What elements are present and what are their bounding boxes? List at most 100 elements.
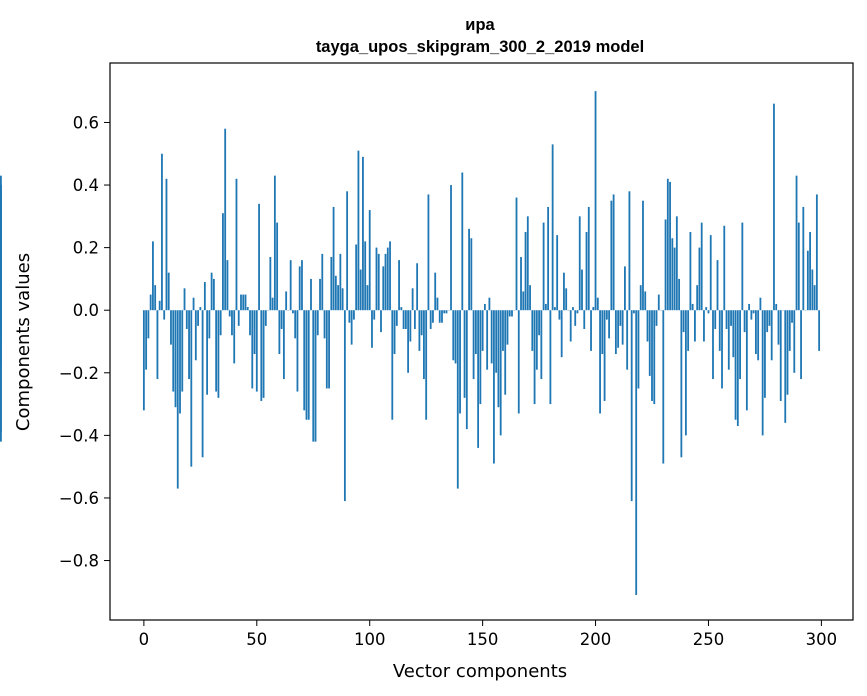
bar-component-223 (646, 310, 649, 342)
bar-component-246 (698, 247, 701, 311)
bar-component-18 (183, 288, 186, 311)
bar-component-190 (572, 307, 574, 311)
bar-component-273 (759, 297, 762, 311)
bar-component-86 (337, 285, 339, 311)
bar-component-156 (495, 310, 498, 373)
bar-component-27 (203, 282, 206, 311)
y-axis-label: Components values (13, 253, 34, 431)
bars-group (0, 91, 821, 595)
bar-component-199 (592, 307, 595, 311)
bar-component-238 (680, 310, 683, 458)
x-tick-label: 150 (467, 630, 499, 649)
bar-component-43 (240, 294, 242, 311)
bar-component-83 (330, 257, 333, 311)
bar-component-24 (197, 310, 199, 326)
bar-component-133 (443, 310, 446, 314)
bar-component-158 (499, 310, 502, 436)
bar-component-131 (438, 310, 441, 323)
bar-component-109 (389, 241, 391, 311)
bar-component-165 (515, 197, 518, 311)
bar-component-200 (594, 91, 597, 311)
bar-component-210 (617, 310, 620, 348)
bar-component-141 (461, 172, 464, 311)
bar-component-134 (445, 310, 448, 314)
bar-component-232 (666, 178, 669, 311)
bar-component-6 (156, 310, 159, 380)
bar-component-30 (210, 272, 213, 311)
bar-component-202 (599, 310, 601, 414)
x-tick-label: 300 (806, 630, 838, 649)
bar-component-116 (404, 310, 407, 329)
bar-component-189 (569, 310, 572, 342)
bar-component-44 (242, 294, 245, 311)
bar-component-101 (371, 310, 373, 348)
bar-component-130 (436, 297, 439, 311)
bar-component-259 (727, 310, 730, 370)
bar-component-53 (262, 310, 265, 398)
bar-component-155 (493, 310, 495, 464)
bar-component-289 (795, 175, 798, 311)
chart-title: ира (465, 16, 495, 34)
bar-component-291 (800, 310, 802, 380)
y-tick-label: 0.0 (73, 301, 99, 320)
bar-component-251 (709, 235, 712, 311)
bar-component-146 (472, 310, 475, 380)
bar-component-216 (630, 310, 633, 502)
bar-component-201 (596, 297, 599, 311)
bar-component-93 (353, 310, 355, 320)
bar-component-159 (502, 310, 504, 351)
bar-component-25 (199, 307, 202, 311)
bar-component-128 (432, 310, 434, 323)
bar-component-222 (644, 291, 647, 311)
bar-component-181 (551, 144, 554, 311)
bar-component-13 (172, 310, 175, 392)
bar-component-151 (483, 303, 486, 311)
bar-component-274 (761, 310, 764, 436)
bar-component-297 (813, 285, 816, 311)
bar-component-94 (355, 244, 358, 311)
bar-component-50 (255, 310, 258, 392)
bar-component-178 (544, 303, 547, 311)
bar-component-214 (626, 310, 629, 370)
bar-component-84 (332, 206, 335, 311)
bar-component-104 (377, 253, 380, 311)
bar-component-278 (770, 310, 773, 361)
x-axis-label: Vector components (393, 661, 567, 682)
bar-component-98 (364, 241, 367, 311)
bar-component-286 (788, 310, 791, 351)
bar-component-127 (429, 310, 432, 329)
plot-frame (109, 62, 854, 621)
bar-component-260 (730, 310, 732, 326)
bar-component-266 (743, 310, 746, 333)
bar-component-167 (520, 257, 522, 311)
bar-component-37 (226, 260, 229, 311)
bar-component-49 (253, 310, 256, 355)
bar-component-234 (671, 238, 674, 311)
bar-component-168 (522, 291, 525, 311)
bar-component-123 (420, 310, 423, 336)
bar-component-269 (750, 310, 753, 320)
bar-component-290 (797, 222, 800, 311)
bar-component-227 (655, 310, 658, 326)
bar-component-258 (725, 310, 728, 329)
bar-component-211 (619, 310, 622, 326)
bar-component-undefined (0, 203, 2, 311)
bar-component-46 (246, 307, 249, 311)
bar-component-91 (348, 310, 351, 323)
bar-component-174 (535, 310, 538, 370)
bar-component-38 (228, 310, 231, 317)
bar-component-184 (558, 310, 561, 320)
bar-component-206 (608, 310, 610, 339)
bar-component-107 (384, 253, 387, 311)
bar-component-76 (314, 310, 317, 442)
bar-component-263 (736, 310, 739, 426)
bar-component-198 (590, 310, 592, 351)
bar-component-140 (459, 310, 461, 414)
x-tick-label: 250 (693, 630, 725, 649)
bar-component-undefined (0, 310, 2, 320)
bar-component-179 (547, 206, 550, 311)
bar-component-7 (158, 300, 161, 311)
bar-component-183 (556, 235, 559, 311)
bar-component-0 (142, 310, 145, 411)
bar-component-195 (583, 310, 586, 329)
